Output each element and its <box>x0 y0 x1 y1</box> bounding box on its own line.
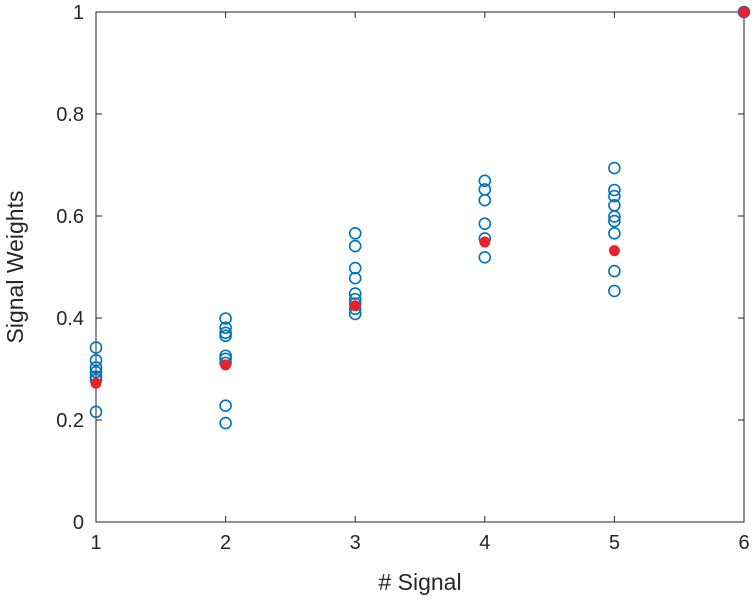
x-axis-label: # Signal <box>378 569 461 595</box>
data-point-open <box>608 214 621 228</box>
data-point-open <box>478 217 492 230</box>
data-point-open <box>608 284 621 298</box>
data-point-open <box>608 264 621 278</box>
y-tick-label: 0.2 <box>56 410 84 432</box>
y-tick-label: 0 <box>73 512 84 534</box>
data-point-open <box>89 365 103 379</box>
data-point-mean <box>738 6 750 18</box>
data-point-mean <box>90 377 102 389</box>
data-point-mean <box>349 300 361 312</box>
y-axis-label: Signal Weights <box>2 191 28 344</box>
data-point-mean <box>608 245 620 257</box>
x-tick-label: 4 <box>479 532 490 554</box>
data-point-mean <box>220 359 232 371</box>
data-point-open <box>89 341 103 354</box>
data-point-open <box>89 361 103 374</box>
data-point-open <box>478 251 492 264</box>
data-point-open <box>608 183 621 197</box>
data-point-open <box>89 405 103 419</box>
data-point-open <box>219 329 232 343</box>
x-tick-label: 2 <box>220 532 231 554</box>
data-point-open <box>219 399 232 413</box>
plot-area <box>95 11 745 523</box>
data-point-open <box>478 174 492 188</box>
y-tick-label: 0.8 <box>56 104 84 126</box>
x-tick-label: 6 <box>738 532 749 554</box>
y-tick-label: 1 <box>73 2 84 24</box>
data-point-open <box>219 321 232 334</box>
data-point-open <box>478 193 492 207</box>
x-tick-label: 3 <box>350 532 361 554</box>
data-point-open <box>219 416 232 430</box>
data-point-open <box>348 239 362 253</box>
axis-ticks: 1 2 3 4 5 6 0 0.2 0.4 0.6 0.8 1 <box>56 2 749 554</box>
x-tick-label: 1 <box>90 532 101 554</box>
y-tick-label: 0.6 <box>56 206 84 228</box>
data-point-open <box>608 210 621 223</box>
data-point-open <box>608 189 621 203</box>
data-point-open <box>608 161 621 175</box>
chart-marks <box>89 5 751 430</box>
data-point-open <box>608 227 621 240</box>
data-point-open <box>348 271 362 285</box>
y-tick-label: 0.4 <box>56 308 84 330</box>
data-point-mean <box>479 236 491 248</box>
data-point-open <box>219 312 232 325</box>
x-tick-label: 5 <box>609 532 620 554</box>
data-point-open <box>348 227 362 240</box>
